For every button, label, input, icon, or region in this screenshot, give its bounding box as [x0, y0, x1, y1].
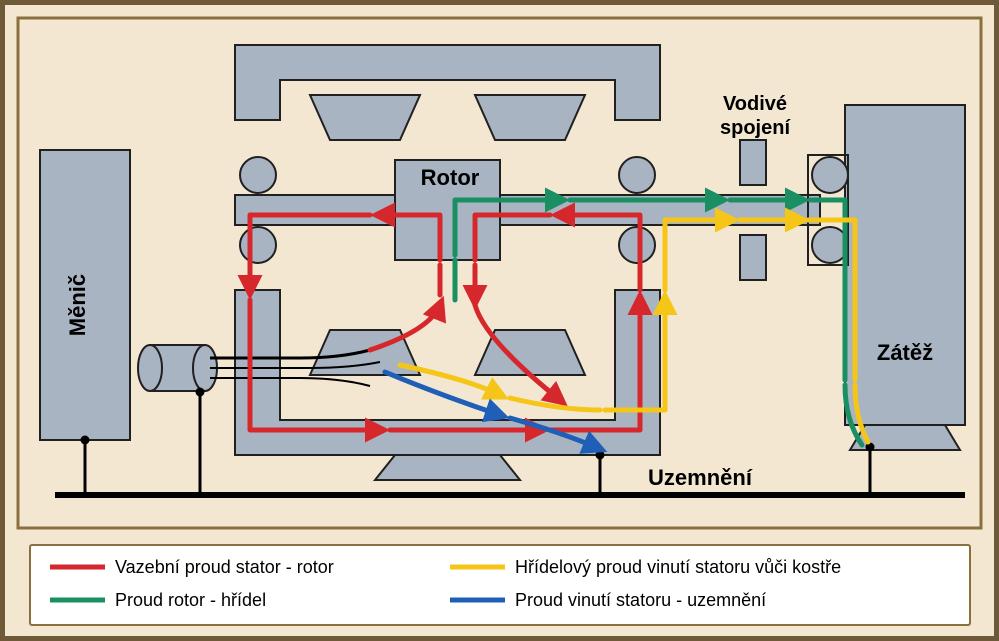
legend-box: Vazební proud stator - rotor Proud rotor… — [30, 545, 970, 625]
label-spojeni: spojení — [720, 117, 791, 139]
pole-top-left — [310, 95, 420, 140]
cable-cylinder — [138, 345, 217, 391]
legend-red: Vazební proud stator - rotor — [115, 557, 334, 577]
label-menic: Měnič — [65, 274, 90, 336]
motor-mount — [375, 455, 520, 480]
pole-top-right — [475, 95, 585, 140]
legend-yellow: Hřídelový proud vinutí statoru vůči kost… — [515, 557, 841, 577]
coupling-bottom — [740, 235, 766, 280]
bearing — [619, 227, 655, 263]
label-uzemneni: Uzemnění — [648, 465, 753, 490]
legend-green: Proud rotor - hřídel — [115, 590, 266, 610]
bearing — [619, 157, 655, 193]
load-block — [845, 105, 965, 425]
label-zatez: Zátěž — [877, 340, 933, 365]
coupling-top — [740, 140, 766, 185]
diagram-svg: Měnič Rotor Vodivé spojení Zátěž Uzemněn… — [0, 0, 999, 641]
bearing — [812, 157, 848, 193]
label-vodive: Vodivé — [723, 93, 787, 115]
diagram-frame: Měnič Rotor Vodivé spojení Zátěž Uzemněn… — [0, 0, 999, 641]
bearing — [240, 157, 276, 193]
label-rotor: Rotor — [421, 165, 480, 190]
bearing — [240, 227, 276, 263]
legend-blue: Proud vinutí statoru - uzemnění — [515, 590, 766, 610]
